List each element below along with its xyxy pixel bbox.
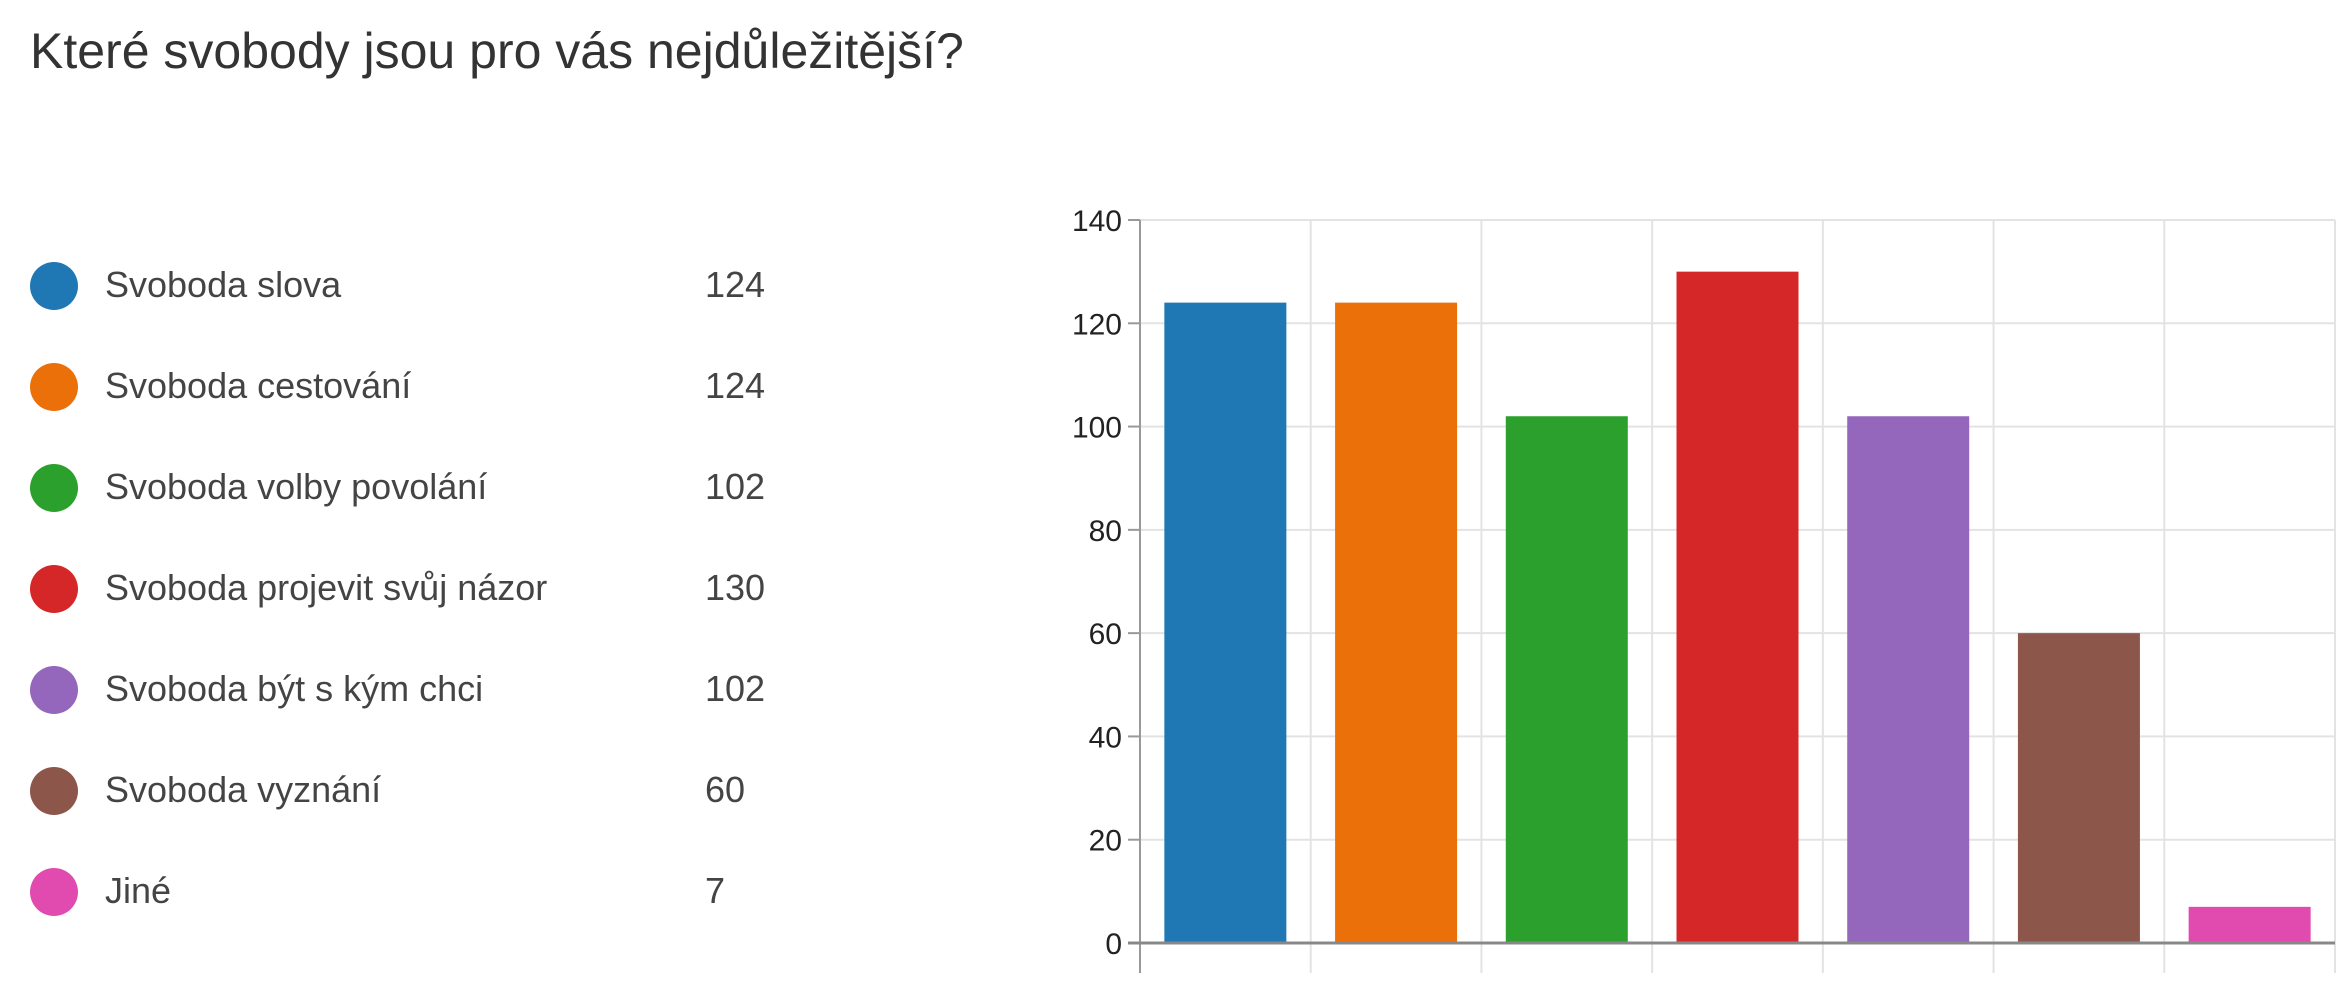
legend-label: Svoboda vyznání — [105, 769, 382, 810]
chart-title: Které svobody jsou pro vás nejdůležitějš… — [30, 23, 964, 79]
legend-swatch — [30, 868, 78, 916]
bar: Svoboda volby povolání: 102 — [1505, 416, 1628, 943]
legend-label: Jiné — [105, 870, 172, 911]
legend-swatch — [30, 464, 78, 512]
bars: Svoboda slova: 124 Svoboda cestování: 124… — [1164, 271, 2311, 944]
legend-item: Svoboda cestování 124 — [30, 351, 790, 452]
bar: Svoboda projevit svůj názor: 130 — [1676, 271, 1799, 944]
legend-count: 60 — [705, 769, 746, 810]
legend-swatch — [30, 767, 78, 815]
bar: Svoboda cestování: 124 — [1335, 302, 1458, 944]
legend-label: Svoboda být s kým chci — [105, 668, 484, 709]
y-tick-label: 20 — [1089, 825, 1122, 858]
legend-label: Svoboda volby povolání — [105, 466, 488, 507]
y-tick-label: 0 — [1105, 928, 1122, 961]
legend-swatch — [30, 666, 78, 714]
y-tick-label: 120 — [1072, 308, 1122, 341]
y-tick-label: 140 — [1072, 205, 1122, 238]
y-tick-label: 40 — [1089, 721, 1122, 754]
legend-swatch — [30, 363, 78, 411]
legend-swatch — [30, 262, 78, 310]
legend-item: Svoboda projevit svůj názor 130 — [30, 553, 790, 654]
legend-item: Svoboda být s kým chci 102 — [30, 654, 790, 755]
legend-label: Svoboda cestování — [105, 365, 412, 406]
bar: Jiné: 7 — [2188, 906, 2311, 943]
legend-count: 102 — [705, 668, 766, 709]
legend-item: Jiné 7 — [30, 856, 790, 957]
y-tick-labels: 0 20 40 60 80 100 120 140 — [1072, 205, 1122, 961]
y-tick-label: 100 — [1072, 412, 1122, 445]
y-tick-label: 60 — [1089, 618, 1122, 651]
legend-label: Svoboda projevit svůj názor — [105, 567, 548, 608]
bar: Svoboda být s kým chci: 102 — [1847, 416, 1970, 943]
legend-count: 124 — [705, 264, 766, 305]
legend-label: Svoboda slova — [105, 264, 342, 305]
legend-item: Svoboda slova 124 — [30, 250, 790, 351]
legend-count: 7 — [705, 870, 726, 911]
legend: Svoboda slova 124 Svoboda cestování 124 … — [30, 250, 790, 957]
legend-swatch — [30, 565, 78, 613]
legend-count: 130 — [705, 567, 766, 608]
legend-count: 102 — [705, 466, 766, 507]
legend-item: Svoboda volby povolání 102 — [30, 452, 790, 553]
legend-count: 124 — [705, 365, 766, 406]
legend-item: Svoboda vyznání 60 — [30, 755, 790, 856]
bar: Svoboda vyznání: 60 — [2017, 633, 2140, 943]
y-tick-label: 80 — [1089, 515, 1122, 548]
bar: Svoboda slova: 124 — [1164, 302, 1287, 944]
